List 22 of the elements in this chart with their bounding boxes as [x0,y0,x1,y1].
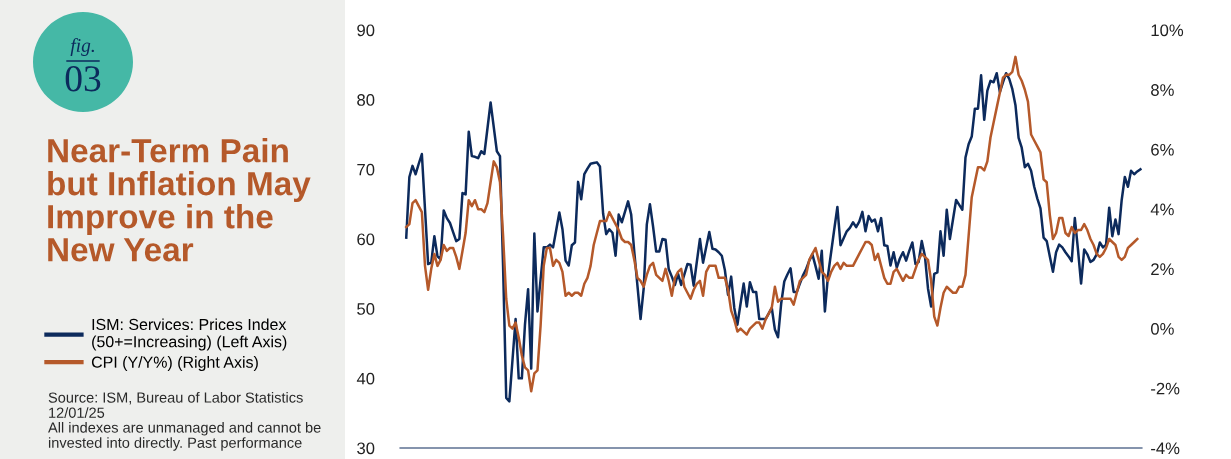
y2-tick-label: 6% [1151,143,1174,156]
y-tick-label: 30 [357,442,375,455]
y-tick-label: 60 [357,233,375,246]
y2-tick-label: -4% [1151,442,1180,455]
y2-tick-label: 8% [1151,84,1174,96]
text: Near-Term Pain but Inflation May Improve in the New Year [48,138,311,262]
text: All indexes are unmanaged and cannot be invested into directly. Past performance [48,422,321,451]
legend-label: CPI (Y/Y%) (Right Axis) [91,356,258,371]
y-tick-label: 80 [357,94,375,106]
y2-tick-label: 10% [1151,24,1184,37]
source-note: Source: ISM, Bureau of Labor Statistics 12/01/25 [48,392,303,418]
text: 03 [65,66,101,92]
y-tick-label: 70 [357,163,375,176]
y2-tick-label: 0% [1150,322,1174,335]
y2-tick-label: 2% [1151,263,1174,275]
y2-tick-label: -2% [1151,382,1180,395]
y-tick-label: 40 [356,372,375,385]
legend-label: ISM: Services: Prices Index (50+=Increasing) (Left Axis) [92,318,287,351]
y-tick-label: 50 [357,303,375,315]
y-tick-label: 90 [357,24,375,37]
text: fig. [70,38,94,56]
y2-tick-label: 4% [1150,203,1174,216]
